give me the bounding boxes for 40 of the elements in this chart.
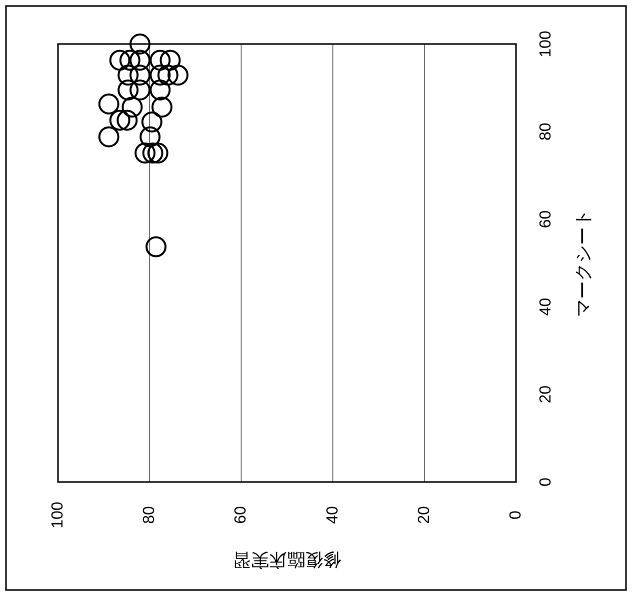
point <box>150 50 171 71</box>
point <box>129 79 150 100</box>
point <box>98 94 120 115</box>
x-tick-label: 60 <box>232 506 250 524</box>
point <box>129 50 150 71</box>
y-axis-title: マークシート <box>573 209 593 317</box>
point <box>147 142 168 164</box>
x-axis-title: 修復臨床実習 <box>233 550 341 570</box>
point <box>150 64 171 86</box>
point <box>151 96 172 118</box>
point <box>167 64 188 86</box>
y-tick-label: 80 <box>538 122 554 140</box>
y-tick-label: 20 <box>538 385 554 404</box>
point <box>118 79 139 100</box>
point <box>119 50 140 71</box>
x-tick-label: 100 <box>50 502 66 528</box>
point <box>109 50 130 71</box>
point <box>160 50 181 71</box>
point <box>109 110 130 131</box>
point <box>129 34 150 54</box>
x-tick-label: 0 <box>508 510 524 520</box>
point <box>134 142 156 164</box>
point <box>142 142 164 164</box>
point <box>146 236 167 258</box>
point <box>122 96 143 118</box>
point <box>157 64 178 86</box>
point <box>98 126 120 148</box>
point <box>140 126 161 148</box>
y-tick-label: 100 <box>538 30 554 58</box>
x-tick-label: 20 <box>416 506 433 524</box>
y-tick-label: 60 <box>538 210 554 228</box>
x-tick-label: 80 <box>141 506 158 524</box>
y-tick-label: 0 <box>538 477 554 486</box>
point <box>116 110 138 131</box>
x-tick-label: 40 <box>324 506 342 524</box>
y-tick-label: 40 <box>538 298 554 316</box>
point <box>150 79 171 100</box>
point <box>129 64 150 86</box>
point <box>118 64 139 86</box>
point <box>141 111 162 132</box>
